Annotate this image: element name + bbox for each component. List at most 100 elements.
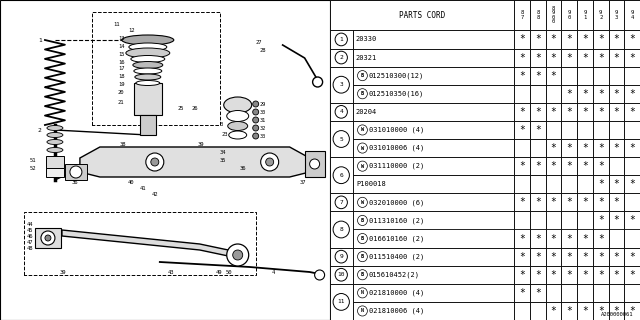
Text: 012510350(16): 012510350(16): [369, 91, 424, 97]
Bar: [515, 266, 530, 284]
Bar: [577, 248, 593, 266]
Bar: [609, 157, 624, 175]
Bar: [330, 67, 353, 103]
Ellipse shape: [227, 110, 249, 122]
Bar: [624, 157, 640, 175]
Text: *: *: [598, 179, 604, 189]
Circle shape: [333, 131, 349, 148]
Bar: [353, 248, 515, 266]
Bar: [624, 175, 640, 193]
Text: 9: 9: [339, 254, 343, 259]
Bar: [577, 284, 593, 302]
Text: *: *: [550, 252, 557, 262]
Text: 28: 28: [260, 47, 266, 52]
Ellipse shape: [135, 74, 161, 80]
Bar: [330, 266, 353, 284]
Text: 46: 46: [27, 234, 33, 238]
Bar: [530, 212, 546, 229]
Bar: [546, 284, 561, 302]
Bar: [609, 67, 624, 85]
Bar: [593, 266, 609, 284]
Circle shape: [253, 125, 259, 131]
Text: *: *: [566, 143, 572, 153]
Bar: [624, 139, 640, 157]
Text: *: *: [629, 143, 635, 153]
Text: *: *: [598, 52, 604, 62]
Text: *: *: [550, 197, 557, 207]
Bar: [530, 103, 546, 121]
Bar: [561, 30, 577, 49]
Bar: [561, 212, 577, 229]
Text: *: *: [629, 89, 635, 99]
Bar: [624, 266, 640, 284]
Circle shape: [335, 196, 348, 209]
Bar: [546, 175, 561, 193]
Ellipse shape: [136, 81, 160, 85]
Text: 42: 42: [152, 193, 158, 197]
Bar: [609, 49, 624, 67]
Bar: [609, 121, 624, 139]
Bar: [577, 67, 593, 85]
Text: 9
4: 9 4: [630, 11, 634, 20]
Text: *: *: [614, 89, 620, 99]
Text: *: *: [598, 107, 604, 117]
Text: 23: 23: [221, 132, 228, 137]
Bar: [593, 229, 609, 248]
Bar: [609, 103, 624, 121]
Bar: [330, 212, 353, 248]
Text: 43: 43: [168, 269, 174, 275]
Ellipse shape: [228, 131, 246, 139]
Bar: [609, 229, 624, 248]
Bar: [624, 67, 640, 85]
Circle shape: [335, 51, 348, 64]
Bar: [530, 229, 546, 248]
Text: *: *: [566, 252, 572, 262]
Circle shape: [358, 161, 367, 171]
Bar: [593, 103, 609, 121]
Text: 9
3: 9 3: [615, 11, 618, 20]
Text: 20204: 20204: [356, 109, 377, 115]
Circle shape: [315, 270, 324, 280]
Text: *: *: [566, 306, 572, 316]
Text: *: *: [519, 288, 525, 298]
Text: N: N: [361, 290, 364, 295]
Bar: [593, 175, 609, 193]
Bar: [530, 266, 546, 284]
Text: *: *: [598, 89, 604, 99]
Circle shape: [358, 143, 367, 153]
Text: 9
0: 9 0: [568, 11, 571, 20]
Bar: [561, 85, 577, 103]
Text: B: B: [361, 272, 364, 277]
Text: B: B: [361, 91, 364, 96]
Bar: [515, 302, 530, 320]
Text: 17: 17: [118, 67, 124, 71]
Text: *: *: [566, 234, 572, 244]
Text: 31: 31: [260, 117, 266, 123]
Bar: [593, 212, 609, 229]
Bar: [577, 302, 593, 320]
Ellipse shape: [133, 61, 163, 68]
Text: 1: 1: [339, 37, 343, 42]
Bar: [330, 0, 515, 30]
Bar: [546, 193, 561, 212]
Text: *: *: [550, 161, 557, 171]
Text: *: *: [519, 35, 525, 44]
Bar: [624, 85, 640, 103]
Bar: [530, 0, 546, 30]
Text: W: W: [361, 127, 364, 132]
Bar: [577, 85, 593, 103]
Bar: [577, 193, 593, 212]
Text: *: *: [598, 161, 604, 171]
Ellipse shape: [122, 35, 174, 45]
Bar: [561, 121, 577, 139]
Bar: [546, 248, 561, 266]
Text: P100018: P100018: [356, 181, 386, 187]
Ellipse shape: [134, 68, 162, 74]
Text: *: *: [550, 71, 557, 81]
Bar: [515, 175, 530, 193]
Bar: [624, 49, 640, 67]
Text: 44: 44: [27, 221, 33, 227]
Bar: [515, 103, 530, 121]
Text: 4: 4: [271, 269, 275, 275]
Text: *: *: [535, 288, 541, 298]
